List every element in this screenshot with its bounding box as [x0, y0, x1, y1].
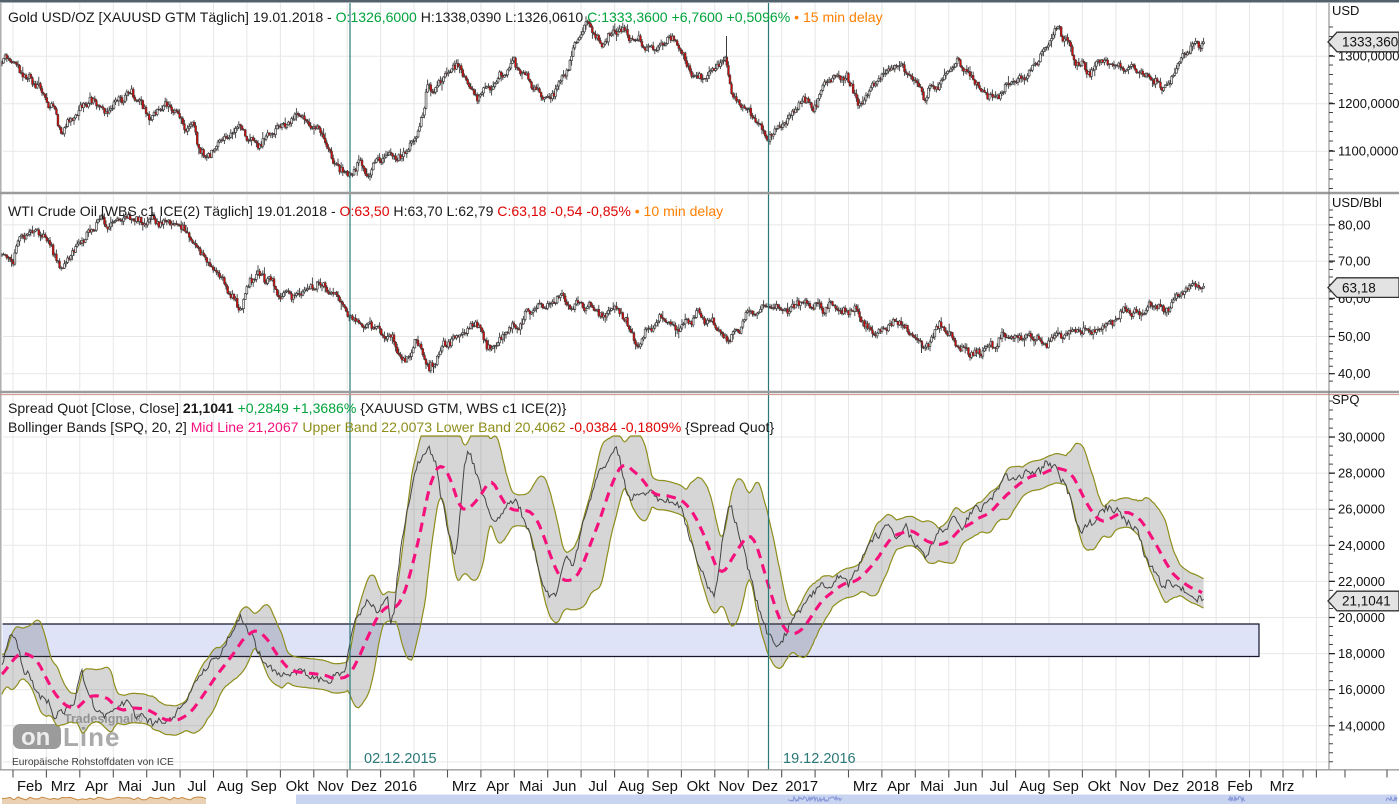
svg-text:Bollinger Bands [SPQ, 20, 2] M: Bollinger Bands [SPQ, 20, 2] Mid Line 21…	[8, 419, 774, 435]
svg-text:63,18: 63,18	[1342, 280, 1376, 295]
svg-text:Dez: Dez	[351, 779, 377, 795]
svg-text:19.12.2016: 19.12.2016	[783, 751, 856, 767]
svg-text:70,00: 70,00	[1338, 254, 1371, 269]
svg-text:Sep: Sep	[652, 779, 678, 795]
svg-text:Nov: Nov	[317, 779, 344, 795]
svg-text:2017: 2017	[785, 779, 818, 795]
svg-text:22,0000: 22,0000	[1338, 574, 1385, 589]
svg-text:1200,0000: 1200,0000	[1338, 96, 1399, 111]
svg-text:Jul: Jul	[187, 779, 206, 795]
svg-text:Okt: Okt	[1088, 779, 1111, 795]
svg-text:1333,3600: 1333,3600	[1342, 35, 1399, 50]
svg-text:Feb: Feb	[1227, 779, 1253, 795]
svg-text:24,0000: 24,0000	[1338, 538, 1385, 553]
svg-text:40,00: 40,00	[1338, 366, 1371, 381]
svg-text:Jul: Jul	[588, 779, 607, 795]
svg-text:Aug: Aug	[217, 779, 243, 795]
svg-text:on: on	[21, 724, 50, 751]
svg-text:Nov: Nov	[1119, 779, 1146, 795]
svg-text:Tradesignal®: Tradesignal®	[64, 712, 143, 726]
svg-text:14,0000: 14,0000	[1338, 718, 1385, 733]
svg-text:Jul: Jul	[989, 779, 1008, 795]
svg-text:18,0000: 18,0000	[1338, 646, 1385, 661]
svg-text:26,0000: 26,0000	[1338, 502, 1385, 517]
svg-text:Jun: Jun	[954, 779, 978, 795]
svg-text:Sep: Sep	[250, 779, 276, 795]
svg-text:Sep: Sep	[1053, 779, 1079, 795]
svg-text:Jun: Jun	[151, 779, 175, 795]
svg-text:Spread Quot [Close, Close] 21,: Spread Quot [Close, Close] 21,1041 +0,28…	[8, 400, 567, 416]
svg-text:16,0000: 16,0000	[1338, 682, 1385, 697]
svg-text:Mai: Mai	[118, 779, 142, 795]
svg-text:50,00: 50,00	[1338, 329, 1371, 344]
svg-text:Apr: Apr	[85, 779, 108, 795]
svg-text:Gold USD/OZ [XAUUSD GTM Täglic: Gold USD/OZ [XAUUSD GTM Täglich] 19.01.2…	[8, 9, 883, 25]
svg-text:Mrz: Mrz	[51, 779, 76, 795]
svg-text:Dez: Dez	[752, 779, 778, 795]
svg-text:Okt: Okt	[687, 779, 710, 795]
svg-text:2016: 2016	[384, 779, 417, 795]
svg-text:Aug: Aug	[618, 779, 644, 795]
svg-text:Dez: Dez	[1153, 779, 1179, 795]
svg-text:Jun: Jun	[552, 779, 576, 795]
svg-text:Feb: Feb	[17, 779, 43, 795]
svg-text:Mai: Mai	[519, 779, 543, 795]
svg-text:02.12.2015: 02.12.2015	[364, 751, 437, 767]
svg-text:28,0000: 28,0000	[1338, 466, 1385, 481]
svg-text:Mrz: Mrz	[452, 779, 477, 795]
svg-text:Mai: Mai	[920, 779, 944, 795]
svg-text:20,0000: 20,0000	[1338, 610, 1385, 625]
svg-text:Aug: Aug	[1019, 779, 1045, 795]
svg-text:Mrz: Mrz	[853, 779, 878, 795]
svg-text:Nov: Nov	[718, 779, 745, 795]
svg-text:21,1041: 21,1041	[1342, 594, 1391, 609]
svg-text:2018: 2018	[1186, 779, 1219, 795]
svg-text:Line: Line	[63, 722, 120, 752]
svg-text:1100,0000: 1100,0000	[1338, 144, 1399, 159]
svg-text:Apr: Apr	[887, 779, 910, 795]
svg-text:Mrz: Mrz	[1270, 779, 1295, 795]
svg-text:USD/Bbl: USD/Bbl	[1332, 195, 1382, 210]
svg-text:30,0000: 30,0000	[1338, 430, 1385, 445]
svg-text:WTI Crude Oil [WBS c1 ICE(2) T: WTI Crude Oil [WBS c1 ICE(2) Täglich] 19…	[8, 203, 723, 219]
svg-text:Europäische Rohstoffdaten von: Europäische Rohstoffdaten von ICE	[12, 757, 174, 768]
svg-text:USD: USD	[1332, 3, 1359, 18]
svg-text:Okt: Okt	[286, 779, 309, 795]
svg-text:80,00: 80,00	[1338, 217, 1371, 232]
svg-text:Apr: Apr	[486, 779, 509, 795]
svg-text:SPQ: SPQ	[1332, 392, 1359, 407]
